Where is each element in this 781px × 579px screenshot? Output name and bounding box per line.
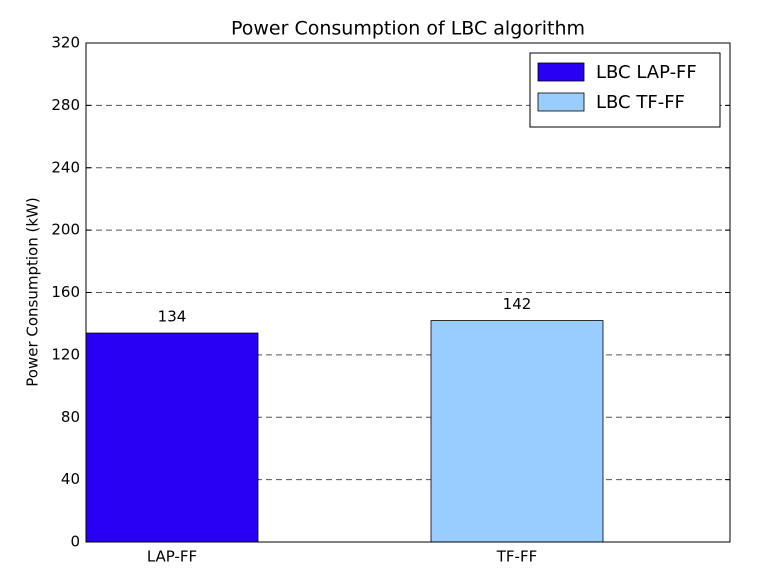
- bar: [430, 320, 604, 543]
- y-tick-label: 240: [51, 158, 80, 176]
- y-tick-label: 200: [51, 221, 80, 239]
- x-tick-label: LAP-FF: [147, 548, 197, 566]
- y-tick-label: 40: [61, 470, 80, 488]
- y-tick-label: 160: [51, 283, 80, 301]
- data-label: 142: [503, 295, 532, 313]
- legend-label: LBC LAP-FF: [596, 62, 697, 83]
- y-tick-label: 320: [51, 34, 80, 52]
- plot-frame: [85, 42, 731, 543]
- y-tick-label: 80: [61, 408, 80, 426]
- legend-swatch: [537, 92, 585, 112]
- y-tick-label: 280: [51, 96, 80, 114]
- chart-title: Power Consumption of LBC algorithm: [231, 18, 585, 40]
- data-label: 134: [158, 308, 187, 326]
- legend-swatch: [537, 62, 585, 82]
- y-tick-label: 120: [51, 345, 80, 363]
- y-axis-label: Power Consumption (kW): [24, 197, 42, 386]
- bar: [85, 332, 259, 543]
- x-tick-label: TF-FF: [496, 548, 537, 566]
- y-tick-label: 0: [70, 533, 80, 551]
- legend-label: LBC TF-FF: [596, 92, 685, 113]
- legend-box: [529, 52, 721, 128]
